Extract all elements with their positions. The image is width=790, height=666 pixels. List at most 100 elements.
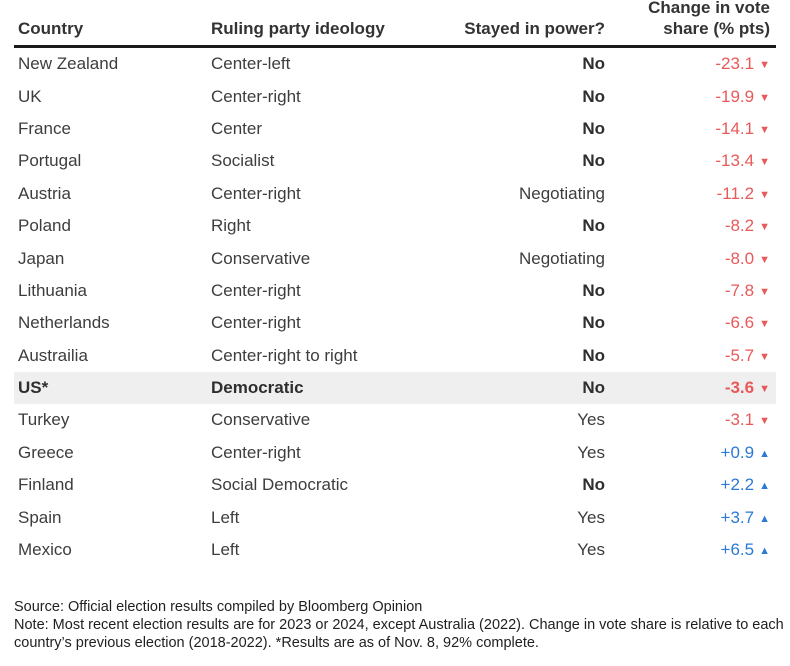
cell-country: New Zealand [18,54,119,74]
table-row: Austria Center-right Negotiating -11.2 ▼ [14,178,776,210]
cell-ideology: Center-right [211,280,301,300]
source-note: Source: Official election results compil… [14,599,423,615]
arrow-up-icon: ▲ [759,480,770,493]
cell-stayed-in-power: No [582,313,605,333]
change-value: -3.1 [724,410,755,430]
cell-ideology: Left [211,540,240,560]
cell-country: Lithuania [18,280,88,300]
cell-stayed-in-power: No [582,378,605,398]
cell-stayed-in-power: No [582,86,605,106]
change-value: -5.7 [724,345,755,365]
table-body: New Zealand Center-left No -23.1 ▼ UK Center-r… [14,48,776,566]
cell-ideology: Socialist [211,151,275,171]
cell-stayed-in-power: No [582,216,605,236]
table-row: Greece Center-right Yes +0.9 ▲ [14,437,776,469]
cell-ideology: Social Democratic [211,475,348,495]
cell-change: -14.1 ▼ [605,119,770,139]
change-value: +6.5 [720,540,755,560]
change-value: +2.2 [720,475,755,495]
cell-country: Netherlands [18,313,110,333]
cell-ideology: Center-right [211,183,301,203]
cell-country: Portugal [18,151,82,171]
cell-ideology: Left [211,507,240,527]
cell-ideology: Conservative [211,248,311,268]
footer: Source: Official election results compil… [14,598,784,652]
table-row: Turkey Conservative Yes -3.1 ▼ [14,404,776,436]
cell-stayed-in-power: Negotiating [518,183,605,203]
cell-ideology: Center [211,118,263,138]
cell-country: Turkey [18,410,70,430]
cell-change: -19.9 ▼ [605,87,770,107]
change-value: -7.8 [724,280,755,300]
header-change-in-vote-share: Change in vote share (% pts) [605,0,770,39]
cell-stayed-in-power: No [582,280,605,300]
change-value: -8.0 [724,248,755,268]
change-value: +0.9 [720,442,755,462]
table-row: Finland Social Democratic No +2.2 ▲ [14,469,776,501]
cell-change: +3.7 ▲ [605,508,770,528]
header-ideology: Ruling party ideology [211,19,385,38]
arrow-up-icon: ▲ [759,512,770,525]
table-header: Country Ruling party ideology Stayed in … [14,0,776,48]
header-change-line2: share (% pts) [663,19,770,38]
table-row: New Zealand Center-left No -23.1 ▼ [14,48,776,80]
arrow-down-icon: ▼ [759,91,770,104]
arrow-down-icon: ▼ [759,123,770,136]
table-row: Lithuania Center-right No -7.8 ▼ [14,275,776,307]
change-value: -14.1 [715,118,755,138]
cell-ideology: Center-right [211,442,301,462]
arrow-down-icon: ▼ [759,253,770,266]
table-row: Portugal Socialist No -13.4 ▼ [14,145,776,177]
table-row: US* Democratic No -3.6 ▼ [14,371,776,405]
methodology-note: Note: Most recent election results are f… [14,617,784,651]
cell-change: -3.6 ▼ [605,378,770,398]
election-results-table: Country Ruling party ideology Stayed in … [14,0,776,566]
cell-stayed-in-power: No [582,118,605,138]
cell-country: Poland [18,216,71,236]
cell-change: -5.7 ▼ [605,346,770,366]
cell-country: Finland [18,475,74,495]
change-value: -8.2 [724,216,755,236]
cell-ideology: Center-left [211,54,291,74]
cell-stayed-in-power: No [582,54,605,74]
header-country: Country [18,19,84,38]
cell-stayed-in-power: No [582,345,605,365]
cell-country: France [18,118,71,138]
cell-change: -3.1 ▼ [605,410,770,430]
cell-country: Mexico [18,540,72,560]
table-row: Mexico Left Yes +6.5 ▲ [14,534,776,566]
change-value: -23.1 [715,54,755,74]
cell-change: -23.1 ▼ [605,54,770,74]
arrow-up-icon: ▲ [759,545,770,558]
header-stayed-in-power: Stayed in power? [464,19,605,38]
arrow-down-icon: ▼ [759,221,770,234]
arrow-down-icon: ▼ [759,59,770,72]
cell-change: -11.2 ▼ [605,184,770,204]
cell-stayed-in-power: Yes [577,540,605,560]
cell-change: -13.4 ▼ [605,151,770,171]
table-row: France Center No -14.1 ▼ [14,113,776,145]
cell-ideology: Center-right [211,313,301,333]
cell-country: Japan [18,248,65,268]
cell-ideology: Center-right [211,86,301,106]
change-value: -11.2 [716,183,755,203]
cell-stayed-in-power: No [582,151,605,171]
cell-stayed-in-power: No [582,475,605,495]
cell-country: US* [18,378,49,398]
cell-change: +2.2 ▲ [605,475,770,495]
cell-country: Austria [18,183,71,203]
cell-country: Austrailia [18,345,88,365]
arrow-down-icon: ▼ [759,156,770,169]
table-row: Spain Left Yes +3.7 ▲ [14,501,776,533]
cell-change: -8.0 ▼ [605,249,770,269]
arrow-up-icon: ▲ [759,447,770,460]
change-value: -19.9 [715,86,755,106]
change-value: -6.6 [724,313,755,333]
table-row: Austrailia Center-right to right No -5.7 ▼ [14,340,776,372]
cell-country: UK [18,86,42,106]
arrow-down-icon: ▼ [759,350,770,363]
change-value: -3.6 [724,378,755,398]
cell-country: Greece [18,442,74,462]
table-row: UK Center-right No -19.9 ▼ [14,80,776,112]
cell-change: +0.9 ▲ [605,443,770,463]
